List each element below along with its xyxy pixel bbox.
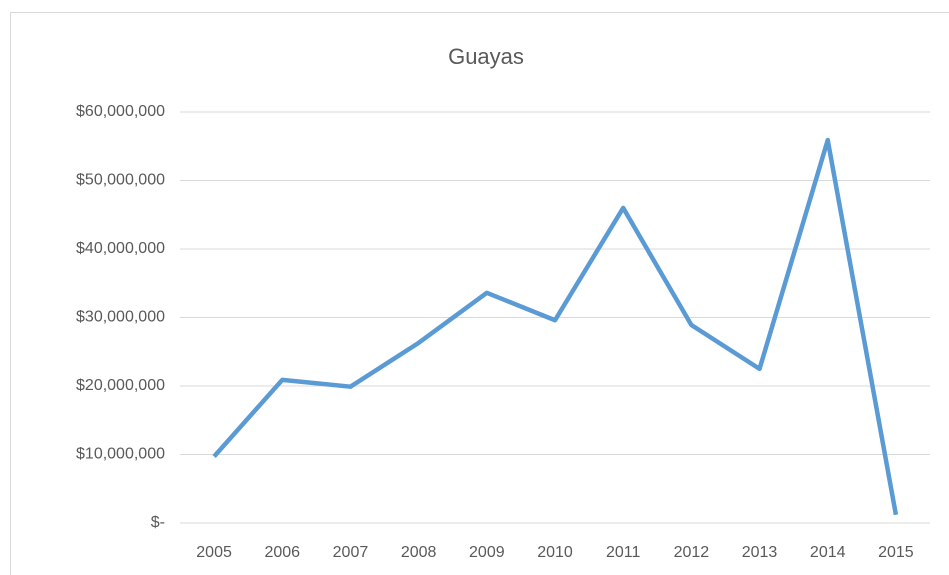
chart-title: Guayas (448, 44, 524, 69)
y-tick-label: $50,000,000 (76, 172, 165, 189)
y-tick-label: $20,000,000 (76, 377, 165, 394)
x-tick-label: 2005 (196, 544, 232, 561)
y-tick-label: $40,000,000 (76, 240, 165, 257)
x-tick-label: 2013 (742, 544, 778, 561)
line-series (212, 137, 899, 516)
x-tick-label: 2006 (264, 544, 300, 561)
y-tick-label: $- (151, 514, 165, 531)
y-tick-label: $30,000,000 (76, 309, 165, 326)
chart-border (10, 12, 949, 575)
y-tick-label: $60,000,000 (76, 103, 165, 120)
x-tick-label: 2014 (810, 544, 846, 561)
x-tick-label: 2007 (333, 544, 369, 561)
x-tick-label: 2008 (401, 544, 437, 561)
y-tick-label: $10,000,000 (76, 446, 165, 463)
x-tick-label: 2010 (537, 544, 573, 561)
x-tick-label: 2009 (469, 544, 505, 561)
x-tick-label: 2015 (878, 544, 914, 561)
x-tick-label: 2012 (674, 544, 710, 561)
x-tick-label: 2011 (606, 544, 641, 561)
